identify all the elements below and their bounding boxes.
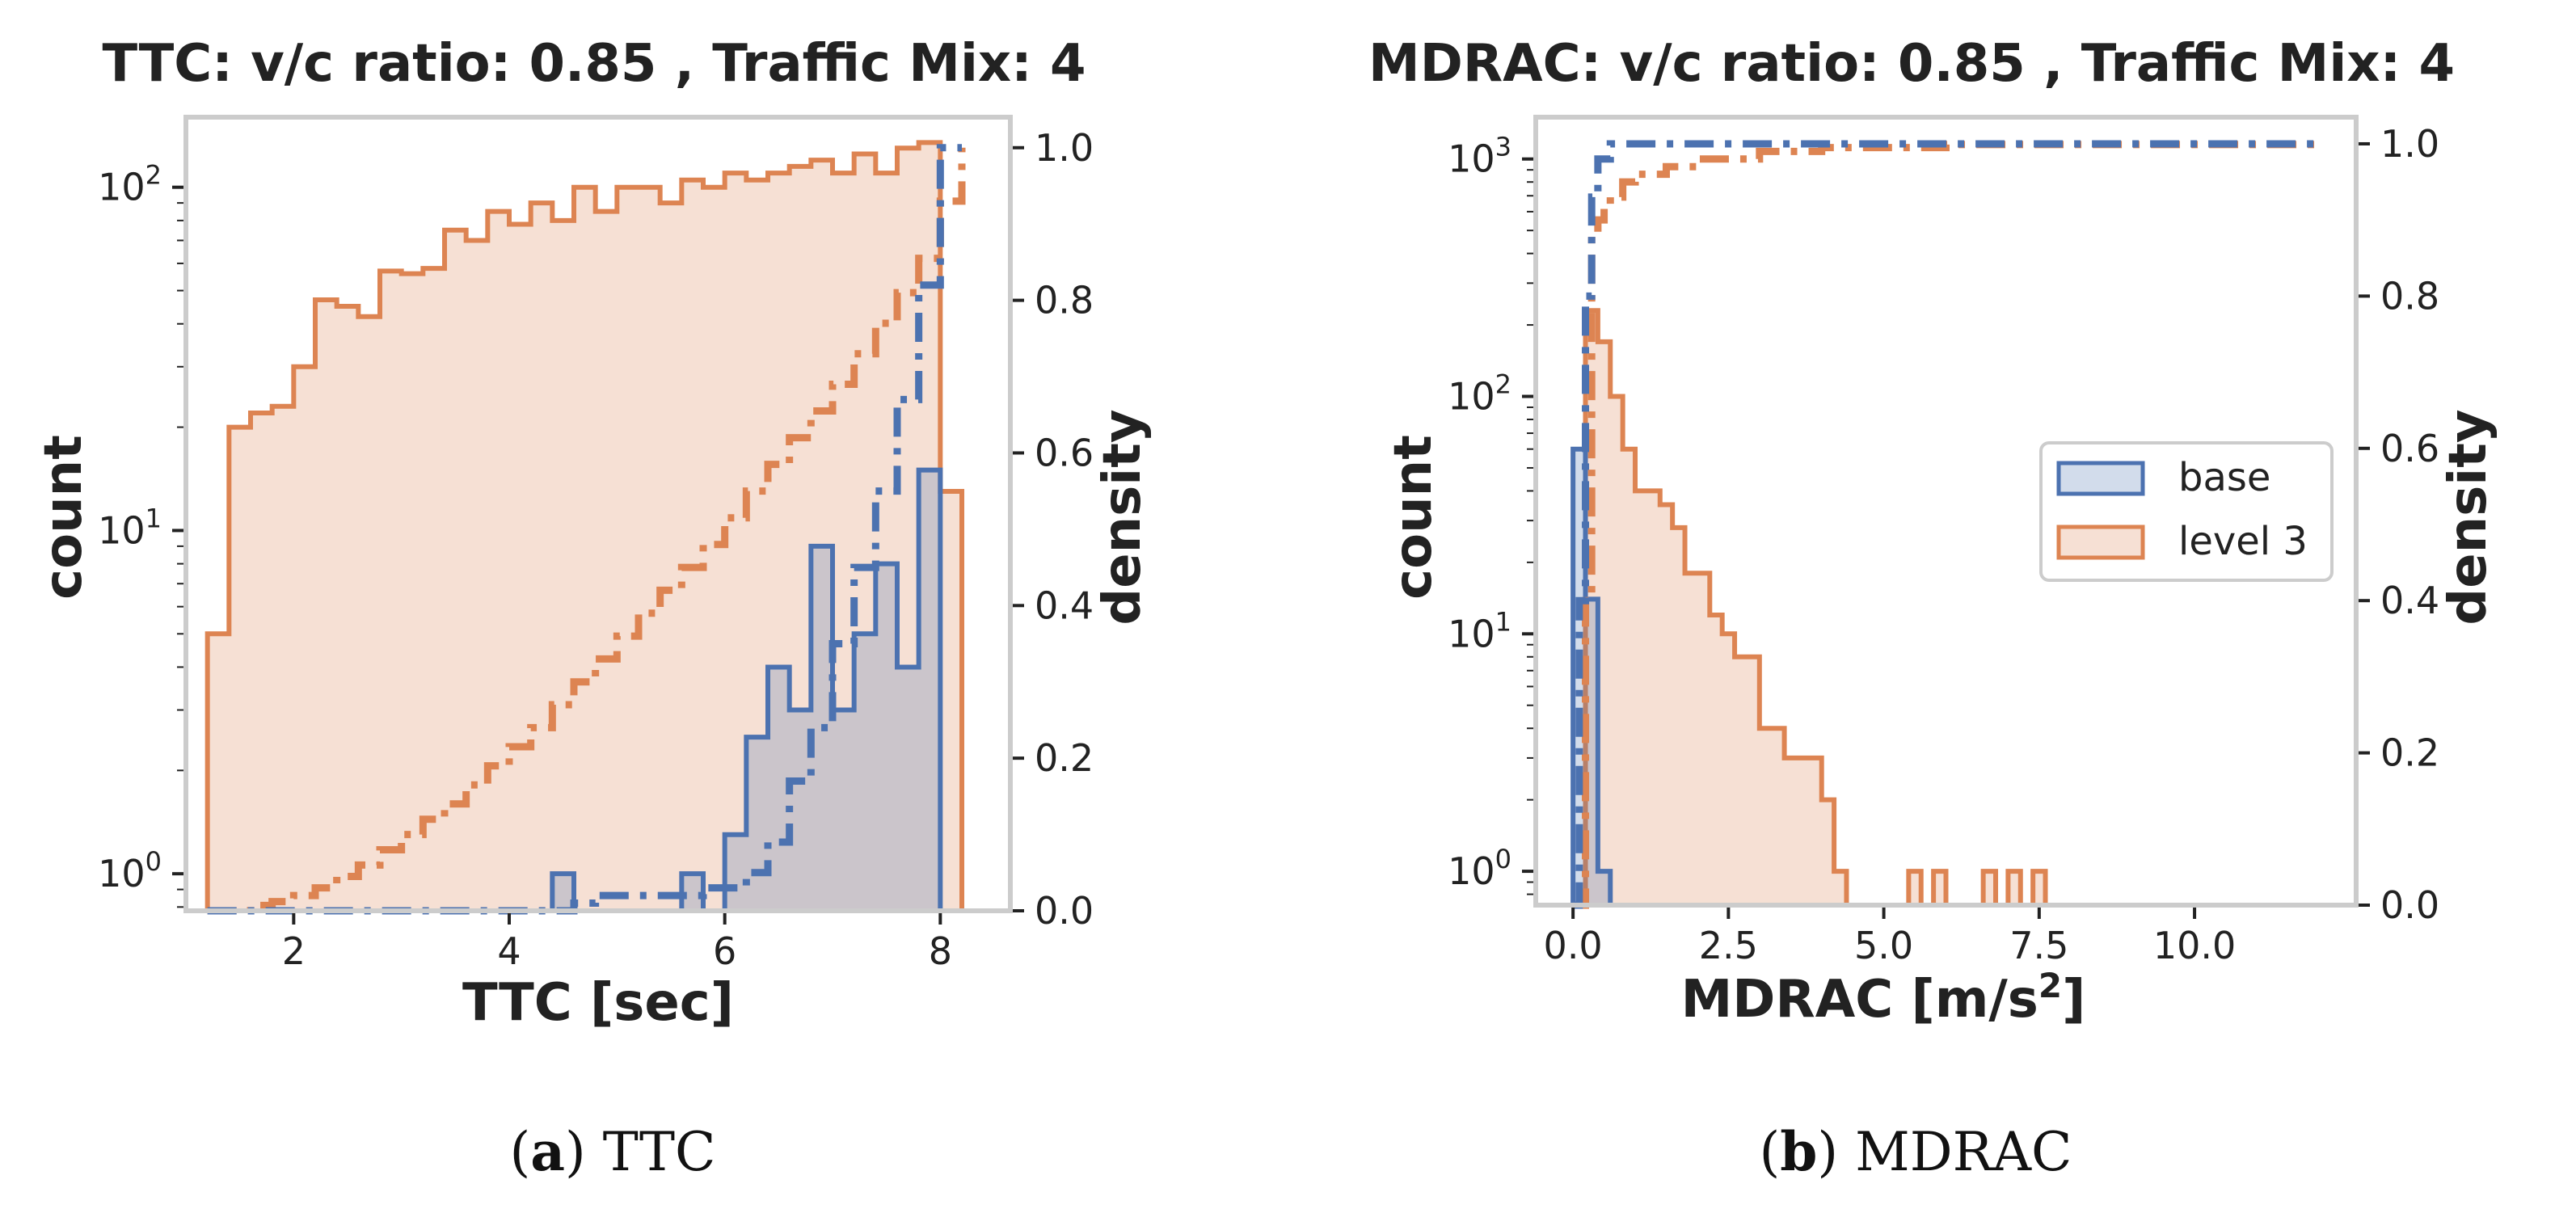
y2-tick-label-mdrac: 0.4 <box>2380 579 2439 622</box>
y-tick-label-ttc: 101 <box>98 503 162 552</box>
y2-tick-label-mdrac: 1.0 <box>2380 122 2439 166</box>
y-axis-label-mdrac: count <box>1384 435 1444 600</box>
y2-axis-label-ttc: density <box>1093 409 1153 625</box>
cdf-line-mdrac-base <box>1573 140 2319 909</box>
hist-fill-mdrac-level3 <box>1573 310 2319 905</box>
chart-title-mdrac: MDRAC: v/c ratio: 0.85 , Traffic Mix: 4 <box>1368 34 2455 94</box>
legend-label-level3: level 3 <box>2178 519 2308 564</box>
y-tick-label-mdrac: 100 <box>1448 844 1511 893</box>
y-axis-label-ttc: count <box>34 435 94 600</box>
y-tick-label-ttc: 102 <box>98 160 162 209</box>
hist-outline-ttc-level3 <box>204 140 964 911</box>
legend-swatch-level3 <box>2056 524 2145 560</box>
x-tick-label-mdrac: 5.0 <box>1854 924 1913 967</box>
x-tick-label-mdrac: 7.5 <box>2009 924 2068 967</box>
legend-swatch-base <box>2056 461 2145 496</box>
cdf-line-mdrac-level3 <box>1573 141 2323 909</box>
cdf-line-ttc-level3 <box>207 147 966 915</box>
x-tick-label-ttc: 2 <box>282 929 306 973</box>
y2-tick-label-ttc: 0.2 <box>1035 736 1094 780</box>
chart-title-ttc: TTC: v/c ratio: 0.85 , Traffic Mix: 4 <box>102 34 1086 94</box>
y-tick-label-mdrac: 102 <box>1448 369 1511 419</box>
plot-area-ttc <box>204 140 966 915</box>
x-tick-label-mdrac: 10.0 <box>2153 924 2236 967</box>
hist-outline-mdrac-base <box>1570 446 1613 905</box>
x-axis-label-mdrac: MDRAC [m/s2] <box>1681 966 2086 1030</box>
x-tick-label-ttc: 8 <box>929 929 952 973</box>
ticks-mdrac: 0.0 2.5 5.0 7.5 10.0 100 101 102 103 0.0 0.2 0.4 0.6… <box>1448 122 2439 967</box>
legend-label-base: base <box>2178 455 2270 500</box>
y-tick-label-mdrac: 101 <box>1448 606 1511 655</box>
y2-tick-label-mdrac: 0.8 <box>2380 274 2439 318</box>
y2-tick-label-mdrac: 0.0 <box>2380 883 2439 927</box>
y2-tick-label-ttc: 0.4 <box>1035 583 1094 627</box>
axes-frame-mdrac <box>1533 115 2359 908</box>
x-axis-label-ttc: TTC [sec] <box>462 973 734 1033</box>
y2-axis-label-mdrac: density <box>2439 409 2498 625</box>
x-tick-label-mdrac: 0.0 <box>1544 924 1603 967</box>
y2-tick-label-ttc: 0.8 <box>1035 279 1094 322</box>
legend-mdrac: base level 3 <box>2039 441 2334 582</box>
hist-fill-ttc-level3 <box>207 142 963 911</box>
caption-b: (b) MDRAC <box>1760 1120 2072 1183</box>
y2-tick-label-ttc: 1.0 <box>1035 126 1094 170</box>
x-tick-label-mdrac: 2.5 <box>1699 924 1758 967</box>
caption-a: (a) TTC <box>509 1120 715 1183</box>
axes-frame-ttc <box>183 115 1013 913</box>
ticks-ttc: 2 4 6 8 100 101 102 0.0 0.2 0.4 0.6 0.8 1.0 <box>98 126 1094 973</box>
x-tick-label-ttc: 4 <box>497 929 521 973</box>
y2-tick-label-mdrac: 0.2 <box>2380 731 2439 775</box>
legend-box <box>2039 441 2334 582</box>
cdf-line-ttc-base <box>207 144 962 915</box>
panel-mdrac: MDRAC: v/c ratio: 0.85 , Traffic Mix: 4 … <box>1368 34 2498 1030</box>
y2-tick-label-ttc: 0.6 <box>1035 431 1094 474</box>
hist-fill-ttc-base <box>207 470 963 911</box>
y2-tick-label-ttc: 0.0 <box>1035 889 1094 933</box>
y-tick-label-ttc: 100 <box>98 846 162 895</box>
y2-tick-label-mdrac: 0.6 <box>2380 427 2439 470</box>
x-tick-label-ttc: 6 <box>713 929 736 973</box>
y-tick-label-mdrac: 103 <box>1448 132 1511 181</box>
panel-ttc: TTC: v/c ratio: 0.85 , Traffic Mix: 4 2 4… <box>34 34 1153 1033</box>
